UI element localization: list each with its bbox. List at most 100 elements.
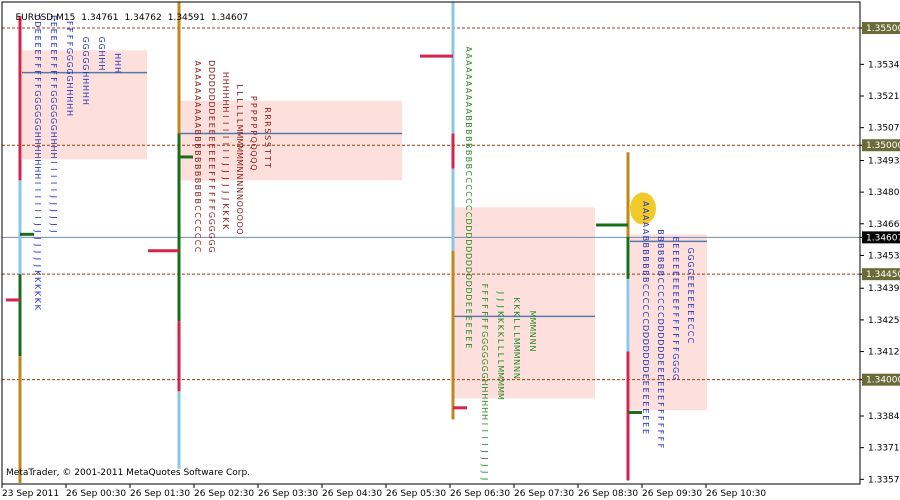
tpo-letter: A [464, 81, 473, 87]
tpo-letter: I [49, 175, 58, 177]
tpo-letter: B [464, 136, 473, 142]
tpo-letter: F [65, 35, 74, 40]
tpo-letter: E [33, 43, 42, 48]
tpo-letter: A [464, 46, 473, 52]
tpo-letter: G [671, 360, 680, 366]
tpo-letter: N [528, 339, 537, 345]
tpo-letter: E [464, 302, 473, 307]
tpo-letter: D [207, 81, 216, 87]
tpo-letter: I [480, 443, 489, 445]
tpo-letter: G [686, 255, 695, 261]
tpo-letter: A [641, 215, 650, 221]
tpo-letter: B [464, 115, 473, 121]
tpo-letter: E [207, 164, 216, 169]
tpo-letter: D [207, 108, 216, 114]
tpo-letter: A [193, 88, 202, 94]
tpo-letter: G [65, 62, 74, 68]
y-tick-label: 1.35345 [868, 60, 900, 70]
tpo-letter: G [33, 125, 42, 131]
tpo-letter: A [193, 123, 202, 129]
tpo-letter: H [113, 67, 122, 73]
tpo-letter: L [512, 325, 521, 330]
tpo-letter: F [207, 192, 216, 197]
price-badge-label: 1.34000 [866, 376, 900, 386]
tpo-letter: E [656, 395, 665, 400]
tpo-letter: E [641, 415, 650, 420]
tpo-letter: D [641, 339, 650, 345]
tpo-letter: I [480, 430, 489, 432]
tpo-letter: E [686, 310, 695, 315]
tpo-letter: I [49, 161, 58, 163]
tpo-letter: E [49, 49, 58, 54]
tpo-letter: F [656, 430, 665, 435]
tpo-letter: F [207, 206, 216, 211]
tpo-letter: H [221, 100, 230, 106]
tpo-letter: G [49, 111, 58, 117]
y-tick-label: 1.35075 [868, 124, 900, 134]
tpo-letter: K [221, 217, 230, 223]
tpo-letter: F [207, 199, 216, 204]
tpo-letter: D [656, 332, 665, 338]
value-area-box [180, 100, 402, 181]
tpo-letter: I [221, 143, 230, 145]
tpo-letter: F [480, 304, 489, 309]
tpo-letter: B [464, 122, 473, 128]
tpo-letter: M [496, 365, 505, 372]
tpo-letter: P [249, 96, 258, 101]
tpo-letter: E [671, 285, 680, 290]
tpo-letter: K [221, 210, 230, 216]
tpo-letter: A [641, 222, 650, 228]
tpo-letter: N [235, 180, 244, 186]
price-badge-label: 1.34607 [866, 233, 900, 243]
tpo-letter: G [686, 248, 695, 254]
tpo-letter: H [221, 86, 230, 92]
tpo-letter: C [656, 305, 665, 311]
tpo-letter: H [221, 106, 230, 112]
tpo-letter: D [207, 74, 216, 80]
tpo-letter: G [671, 353, 680, 359]
tpo-letter: K [33, 277, 42, 283]
y-tick-label: 1.33845 [868, 412, 900, 422]
tpo-letter: E [671, 243, 680, 248]
tpo-letter: H [480, 414, 489, 420]
tpo-letter: C [193, 226, 202, 232]
tpo-letter: A [193, 102, 202, 108]
tpo-letter: S [263, 135, 272, 140]
tpo-letter: A [193, 109, 202, 115]
tpo-letter: G [49, 90, 58, 96]
tpo-letter: H [480, 379, 489, 385]
tpo-letter: L [235, 84, 244, 89]
tpo-letter: E [207, 150, 216, 155]
tpo-letter: E [49, 43, 58, 48]
tpo-letter: L [496, 353, 505, 358]
tpo-letter: H [65, 89, 74, 95]
tpo-letter: E [656, 388, 665, 393]
tpo-letter: E [671, 278, 680, 283]
tpo-letter: J [221, 169, 230, 172]
tpo-letter: G [65, 48, 74, 54]
tpo-letter: D [656, 346, 665, 352]
tpo-letter: N [528, 346, 537, 352]
tpo-letter: A [193, 60, 202, 66]
tpo-letter: F [671, 306, 680, 311]
tpo-letter: H [480, 393, 489, 399]
tpo-letter: J [221, 197, 230, 200]
tpo-letter: I [221, 115, 230, 117]
tpo-letter: G [81, 64, 90, 70]
tpo-letter: M [235, 131, 244, 138]
tpo-letter: I [33, 216, 42, 218]
tpo-letter: C [464, 171, 473, 177]
tpo-letter: F [480, 325, 489, 330]
tpo-letter: F [656, 402, 665, 407]
tpo-letter: H [33, 159, 42, 165]
tpo-letter: C [33, 15, 42, 21]
tpo-letter: G [207, 219, 216, 225]
tpo-letter: L [512, 318, 521, 323]
tpo-letter: R [263, 121, 272, 127]
tpo-letter: F [207, 171, 216, 176]
tpo-letter: G [207, 233, 216, 239]
tpo-letter: J [496, 305, 505, 308]
tpo-letter: D [464, 260, 473, 266]
tpo-letter: O [235, 215, 244, 221]
